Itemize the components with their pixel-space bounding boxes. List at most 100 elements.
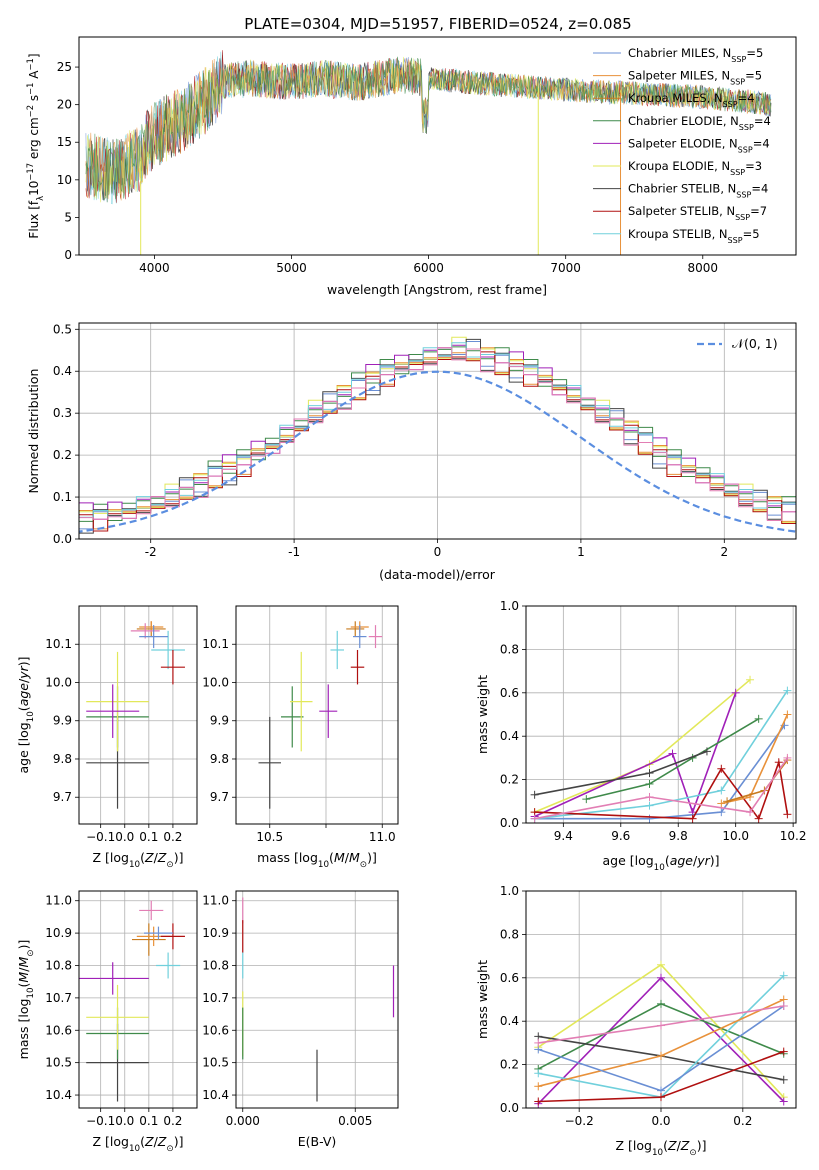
y-tick-label: 10.5 [202, 1056, 229, 1070]
axes-frame [78, 36, 797, 256]
gridlines [236, 606, 398, 824]
axes-age-vs-Z: −0.1 0.0 0.1 0.2 9.7 9.8 9.9 10.0 10.1 age [log10… [16, 605, 198, 870]
plot-area [85, 50, 772, 255]
x-tick-label: 0.000 [226, 1114, 260, 1128]
y-tick-label: 9.7 [53, 790, 72, 804]
y-axis-label: Flux [fλ10−17 erg cm−2 s−1 A−1] [25, 53, 45, 238]
gridlines [79, 891, 197, 1108]
legend-entry: Salpeter STELIB, NSSP=7 [628, 204, 767, 222]
x-tick-label: 0.1 [139, 1114, 158, 1128]
y-tick-label: 0.8 [500, 927, 519, 941]
x-tick-label: 0.2 [163, 830, 182, 844]
x-tick-label: 11.0 [369, 830, 396, 844]
y-tick-label: 10.0 [202, 675, 229, 689]
y-tick-label: 10.6 [202, 1023, 229, 1037]
y-tick-label: 5 [64, 210, 72, 224]
x-tick-label: −0.2 [565, 1114, 594, 1128]
gridlines [236, 891, 398, 1108]
axes-frame [78, 605, 198, 825]
normal-curve [79, 370, 796, 533]
x-tick-label: 0.2 [163, 1114, 182, 1128]
axes-age-vs-mass: 10.5 11.0 9.7 9.8 9.9 10.0 10.1 mass [log10(M/M… [202, 605, 399, 870]
y-tick-label: 15 [57, 135, 72, 149]
y-tick-label: 0.6 [500, 971, 519, 985]
y-tick-label: 1.0 [500, 884, 519, 898]
plot-area [86, 621, 185, 809]
y-tick-label: 0.0 [500, 816, 519, 830]
plot-area [79, 900, 185, 1102]
x-tick-label: 0.005 [338, 1114, 372, 1128]
y-tick-label: 10.7 [45, 991, 72, 1005]
legend-entry: 𝒩(0, 1) [732, 336, 778, 351]
y-tick-label: 10.8 [202, 958, 229, 972]
x-tick-label: 4000 [139, 261, 170, 275]
x-tick-label: 9.6 [611, 829, 630, 843]
axes-residual-histogram: -2 -1 0 1 2 0.0 0.1 0.2 0.3 0.4 0.5 𝒩(0, 1) Normed d… [26, 322, 797, 582]
figure-title: PLATE=0304, MJD=51957, FIBERID=0524, z=0… [244, 15, 631, 33]
weight-line [534, 692, 737, 818]
legend: Chabrier MILES, NSSP=5 Salpeter MILES, NS… [593, 46, 771, 244]
x-tick-label: -1 [288, 545, 300, 559]
weight-line [721, 714, 789, 805]
legend-entry: Chabrier ELODIE, NSSP=4 [628, 114, 771, 132]
x-tick-label: 0.2 [733, 1114, 752, 1128]
axes-mass-weight-vs-age: 9.4 9.6 9.8 10.0 10.2 0.0 0.2 0.4 0.6 0.8 1.0 mass … [475, 599, 806, 873]
legend-entry: Kroupa STELIB, NSSP=5 [628, 227, 760, 245]
x-tick-label: 10.0 [722, 829, 749, 843]
plot-area [242, 897, 395, 1102]
y-tick-label: 11.0 [45, 894, 72, 908]
y-tick-label: 11.0 [202, 894, 229, 908]
y-tick-label: 10.7 [202, 991, 229, 1005]
y-tick-label: 9.9 [210, 714, 229, 728]
x-axis-label: wavelength [Angstrom, rest frame] [327, 282, 547, 297]
weight-line [534, 757, 789, 820]
legend-entry: Kroupa MILES, NSSP=4 [628, 91, 755, 109]
spectrum-line [85, 56, 772, 203]
x-axis-label: mass [log10(M/M⊙)] [257, 850, 377, 870]
x-tick-label: 0.0 [651, 1114, 670, 1128]
y-axis-label: mass weight [475, 675, 490, 754]
x-tick-label: 10.2 [780, 829, 807, 843]
x-axis-label: age [log10(age/yr)] [602, 853, 719, 873]
weight-line [534, 724, 786, 820]
x-tick-label: 7000 [550, 261, 581, 275]
x-axis-label: (data-model)/error [379, 567, 496, 582]
weight-line [534, 759, 789, 821]
y-tick-label: 0.4 [500, 729, 519, 743]
y-tick-label: 10.5 [45, 1056, 72, 1070]
x-tick-label: −0.1 [86, 830, 115, 844]
x-tick-label: -2 [145, 545, 157, 559]
weight-line [586, 718, 760, 800]
y-tick-label: 9.7 [210, 790, 229, 804]
histogram-step [79, 342, 796, 518]
x-tick-label: 0 [434, 545, 442, 559]
gridlines [526, 605, 796, 824]
y-tick-label: 10.0 [45, 675, 72, 689]
x-tick-label: 10.5 [256, 830, 283, 844]
legend-entry: Salpeter MILES, NSSP=5 [628, 69, 762, 87]
y-tick-label: 0.0 [500, 1101, 519, 1115]
histogram-step [79, 346, 796, 522]
plot-area [530, 675, 792, 823]
y-tick-label: 10 [57, 173, 72, 187]
y-axis-label: mass [log10(M/M⊙)] [16, 940, 36, 1060]
y-tick-label: 10.8 [45, 958, 72, 972]
y-tick-label: 20 [57, 98, 72, 112]
x-axis-label: Z [log10(Z/Z⊙)] [616, 1138, 707, 1158]
y-tick-label: 0.3 [53, 406, 72, 420]
y-tick-label: 0.2 [53, 448, 72, 462]
axes-frame [235, 890, 399, 1109]
axes-mass-weight-vs-Z: −0.2 0.0 0.2 0.0 0.2 0.4 0.6 0.8 1.0 mass weight Z… [475, 884, 797, 1158]
x-tick-label: 6000 [413, 261, 444, 275]
x-tick-label: 1 [577, 545, 585, 559]
y-tick-label: 0.4 [53, 364, 72, 378]
plot-area [258, 621, 383, 809]
y-axis-label: age [log10(age/yr)] [16, 656, 36, 773]
axes-spectrum: 4000 5000 6000 7000 8000 0 5 10 15 20 25 Flux [fλ10… [25, 36, 797, 297]
x-tick-label: 5000 [276, 261, 307, 275]
legend-entry: Chabrier MILES, NSSP=5 [628, 46, 763, 64]
y-tick-label: 0.0 [53, 532, 72, 546]
x-axis-label: E(B-V) [298, 1134, 337, 1149]
y-tick-label: 9.8 [53, 752, 72, 766]
